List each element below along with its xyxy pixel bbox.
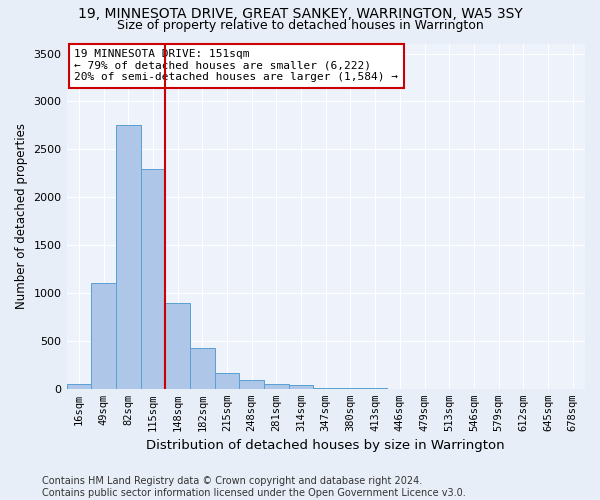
Text: 19, MINNESOTA DRIVE, GREAT SANKEY, WARRINGTON, WA5 3SY: 19, MINNESOTA DRIVE, GREAT SANKEY, WARRI…: [77, 8, 523, 22]
Bar: [140, 168, 165, 389]
Y-axis label: Number of detached properties: Number of detached properties: [15, 124, 28, 310]
X-axis label: Distribution of detached houses by size in Warrington: Distribution of detached houses by size …: [146, 440, 505, 452]
Bar: [215, 372, 239, 389]
Bar: [67, 384, 91, 389]
Bar: [289, 385, 313, 389]
Bar: [190, 348, 215, 389]
Bar: [165, 302, 190, 389]
Text: 19 MINNESOTA DRIVE: 151sqm
← 79% of detached houses are smaller (6,222)
20% of s: 19 MINNESOTA DRIVE: 151sqm ← 79% of deta…: [74, 49, 398, 82]
Bar: [264, 384, 289, 389]
Text: Contains HM Land Registry data © Crown copyright and database right 2024.
Contai: Contains HM Land Registry data © Crown c…: [42, 476, 466, 498]
Bar: [239, 380, 264, 389]
Bar: [91, 284, 116, 389]
Text: Size of property relative to detached houses in Warrington: Size of property relative to detached ho…: [116, 18, 484, 32]
Bar: [313, 388, 338, 389]
Bar: [116, 126, 140, 389]
